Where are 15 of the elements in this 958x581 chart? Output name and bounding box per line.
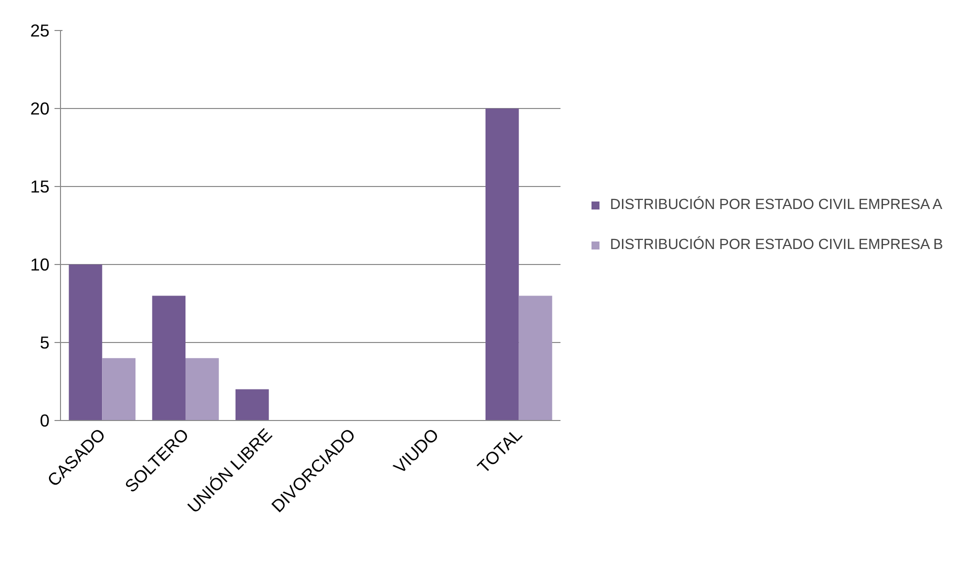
bar (186, 358, 219, 420)
legend-label: DISTRIBUCIÓN POR ESTADO CIVIL EMPRESA B (610, 237, 944, 253)
y-tick-label: 20 (30, 98, 50, 118)
y-tick-label: 0 (40, 410, 50, 430)
bar (236, 389, 269, 420)
y-tick-label: 10 (30, 254, 50, 274)
bar (152, 296, 186, 420)
y-tick-label: 15 (30, 176, 50, 196)
bar (518, 296, 552, 420)
y-tick-label: 25 (30, 20, 50, 40)
bar (486, 108, 519, 420)
bar (102, 358, 136, 420)
y-tick-label: 5 (40, 332, 50, 352)
legend-label: DISTRIBUCIÓN POR ESTADO CIVIL EMPRESA A (610, 197, 942, 213)
bar (68, 264, 102, 420)
